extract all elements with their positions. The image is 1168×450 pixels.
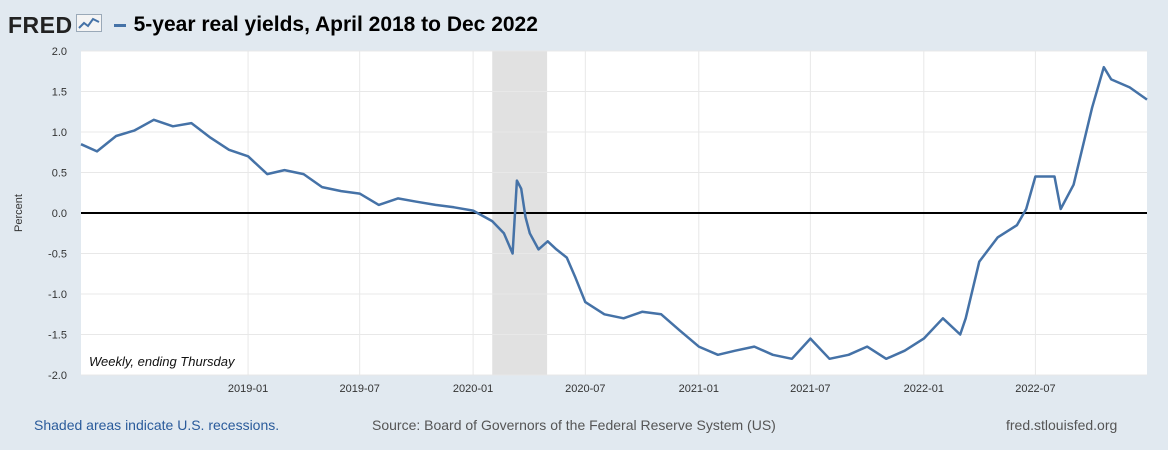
y-tick-label: 1.0 [52,127,67,139]
x-tick-label: 2019-01 [228,383,268,395]
y-tick-label: 0.5 [52,168,67,180]
series-legend-line [113,23,126,27]
source-note: Source: Board of Governors of the Federa… [372,417,776,433]
y-tick-label: -0.5 [48,249,67,261]
line-chart-icon [75,13,102,37]
y-tick-label: 1.5 [52,87,67,99]
frequency-annotation: Weekly, ending Thursday [89,354,236,369]
series-layer [80,65,1148,361]
x-tick-label: 2022-01 [904,383,944,395]
x-tick-label: 2021-01 [679,383,719,395]
x-tick-label: 2020-07 [565,383,605,395]
y-tick-label: -1.0 [48,289,67,301]
y-tick-labels: 2.0 1.5 1.0 0.5 0.0 -0.5 -1.0 -1.5 -2.0 [48,46,67,382]
y-tick-label: -1.5 [48,330,67,342]
x-tick-label: 2019-07 [339,383,379,395]
x-tick-label: 2020-01 [453,383,493,395]
y-axis-label: Percent [13,194,25,232]
chart-title: 5-year real yields, April 2018 to Dec 20… [133,13,538,36]
y-tick-label: 0.0 [52,208,67,220]
y-tick-label: 2.0 [52,46,67,58]
x-tick-labels: 2019-01 2019-07 2020-01 2020-07 2021-01 2021-… [228,383,1056,395]
fred-url[interactable]: fred.stlouisfed.org [1006,417,1118,433]
series-line [80,65,1148,361]
chart-header: FRED 5-year real yields, April 2018 to D… [8,8,538,42]
y-tick-label: -2.0 [48,370,67,382]
x-tick-label: 2021-07 [790,383,830,395]
x-tick-label: 2022-07 [1015,383,1055,395]
fred-logo[interactable]: FRED [8,11,73,38]
recession-note-link[interactable]: Shaded areas indicate U.S. recessions. [34,417,280,433]
